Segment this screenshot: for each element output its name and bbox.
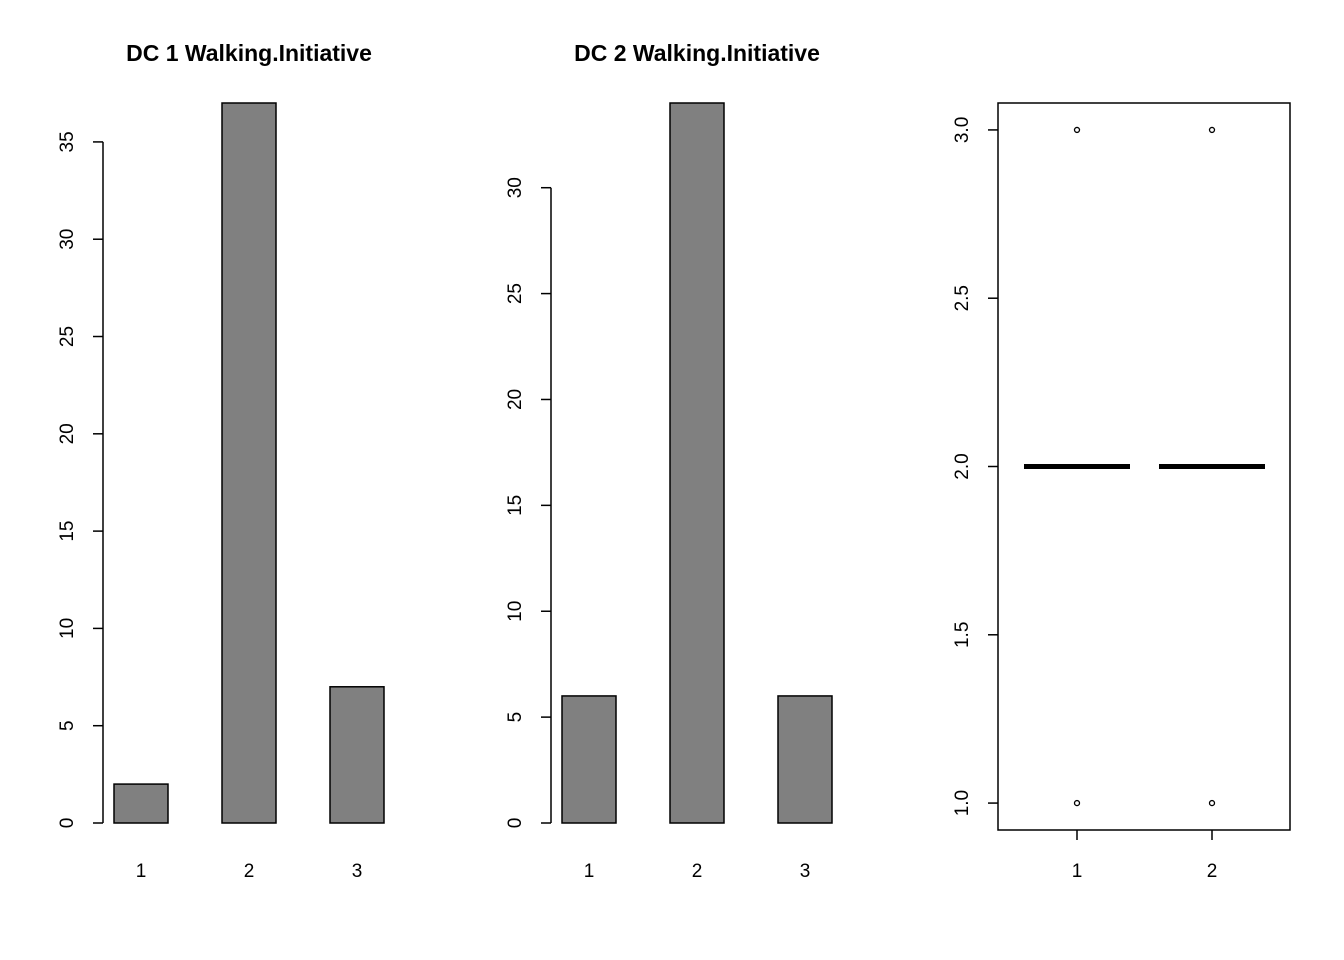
y-tick-label: 30 [57, 229, 78, 250]
x-tick-label: 3 [352, 861, 363, 882]
bars-dc2 [561, 102, 833, 824]
y-tick-label: 2.0 [952, 453, 973, 479]
bar-1 [561, 695, 617, 824]
y-tick-label: 10 [505, 601, 526, 622]
y-tick-label: 1.0 [952, 790, 973, 816]
y-tick-label: 5 [57, 720, 78, 731]
bar-3 [329, 686, 385, 824]
y-tick-label: 0 [505, 818, 526, 829]
bar-3 [777, 695, 833, 824]
y-axis-dc2: 0 5 10 15 20 25 30 [505, 177, 552, 829]
x-tick-label: 2 [692, 861, 703, 882]
x-axis-labels-dc2: 1 2 3 [584, 861, 811, 882]
chart-title-dc2: DC 2 Walking.Initiative [574, 40, 820, 66]
x-tick-label: 3 [800, 861, 811, 882]
y-tick-label: 25 [57, 326, 78, 347]
bar-2 [221, 102, 277, 824]
y-tick-label: 5 [505, 712, 526, 723]
x-tick-label: 2 [244, 861, 255, 882]
x-tick-label: 1 [1072, 861, 1083, 882]
outlier-point [1208, 799, 1216, 807]
y-axis-dc1: 0 5 10 15 20 25 30 35 [57, 131, 104, 829]
bars-dc1 [113, 102, 385, 824]
outlier-point [1208, 126, 1216, 134]
y-tick-label: 25 [505, 283, 526, 304]
y-tick-label: 1.5 [952, 622, 973, 648]
y-tick-label: 3.0 [952, 117, 973, 143]
outlier-point [1073, 126, 1081, 134]
boxplot-marks [1024, 126, 1265, 807]
bar-1 [113, 783, 169, 824]
y-tick-label: 20 [57, 423, 78, 444]
bar-chart-dc2: DC 2 Walking.Initiative 0 5 10 15 20 25 30 1 2 3 [505, 40, 833, 882]
y-tick-label: 15 [505, 495, 526, 516]
y-tick-label: 30 [505, 177, 526, 198]
y-axis-boxplot: 1.0 1.5 2.0 2.5 3.0 [952, 117, 998, 816]
x-axis-labels-dc1: 1 2 3 [136, 861, 363, 882]
chart-title-dc1: DC 1 Walking.Initiative [126, 40, 372, 66]
y-tick-label: 35 [57, 131, 78, 152]
x-tick-label: 1 [136, 861, 147, 882]
x-tick-label: 1 [584, 861, 595, 882]
y-tick-label: 2.5 [952, 285, 973, 311]
bar-chart-dc1: DC 1 Walking.Initiative 0 5 10 15 20 25 30 35 1… [57, 40, 385, 882]
y-tick-label: 15 [57, 521, 78, 542]
outlier-point [1073, 799, 1081, 807]
y-tick-label: 10 [57, 618, 78, 639]
y-tick-label: 20 [505, 389, 526, 410]
bar-2 [669, 102, 725, 824]
x-tick-label: 2 [1207, 861, 1218, 882]
y-tick-label: 0 [57, 818, 78, 829]
